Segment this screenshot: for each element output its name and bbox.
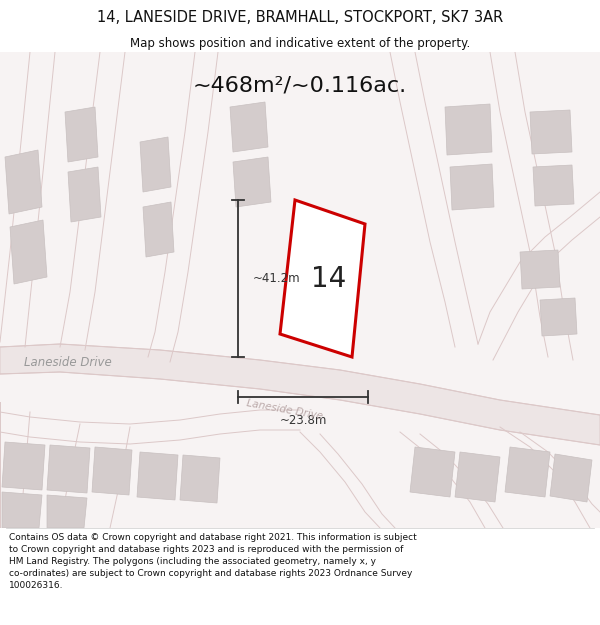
Polygon shape [530, 110, 572, 154]
Polygon shape [540, 298, 577, 336]
Text: 14, LANESIDE DRIVE, BRAMHALL, STOCKPORT, SK7 3AR: 14, LANESIDE DRIVE, BRAMHALL, STOCKPORT,… [97, 11, 503, 26]
Text: 14: 14 [311, 265, 347, 292]
Polygon shape [143, 202, 174, 257]
Polygon shape [0, 344, 600, 445]
Polygon shape [92, 447, 132, 495]
Text: ~468m²/~0.116ac.: ~468m²/~0.116ac. [193, 76, 407, 96]
Polygon shape [2, 492, 42, 528]
Text: Laneside Drive: Laneside Drive [246, 398, 324, 422]
Polygon shape [455, 452, 500, 502]
Polygon shape [233, 157, 271, 207]
Polygon shape [2, 442, 45, 490]
Polygon shape [550, 454, 592, 502]
Text: Contains OS data © Crown copyright and database right 2021. This information is : Contains OS data © Crown copyright and d… [9, 533, 417, 591]
Polygon shape [410, 447, 455, 497]
Polygon shape [180, 455, 220, 503]
Polygon shape [533, 165, 574, 206]
Polygon shape [520, 250, 560, 289]
Polygon shape [65, 107, 98, 162]
Polygon shape [280, 200, 365, 357]
Text: Map shows position and indicative extent of the property.: Map shows position and indicative extent… [130, 38, 470, 51]
Polygon shape [5, 150, 42, 214]
Polygon shape [47, 495, 87, 528]
Polygon shape [140, 137, 171, 192]
Text: Laneside Drive: Laneside Drive [24, 356, 112, 369]
Polygon shape [450, 164, 494, 210]
Polygon shape [68, 167, 101, 222]
Polygon shape [230, 102, 268, 152]
Text: ~41.2m: ~41.2m [253, 272, 301, 285]
Polygon shape [10, 220, 47, 284]
Polygon shape [505, 447, 550, 497]
Polygon shape [445, 104, 492, 155]
Polygon shape [137, 452, 178, 500]
Text: ~23.8m: ~23.8m [280, 414, 326, 427]
Polygon shape [47, 445, 90, 493]
